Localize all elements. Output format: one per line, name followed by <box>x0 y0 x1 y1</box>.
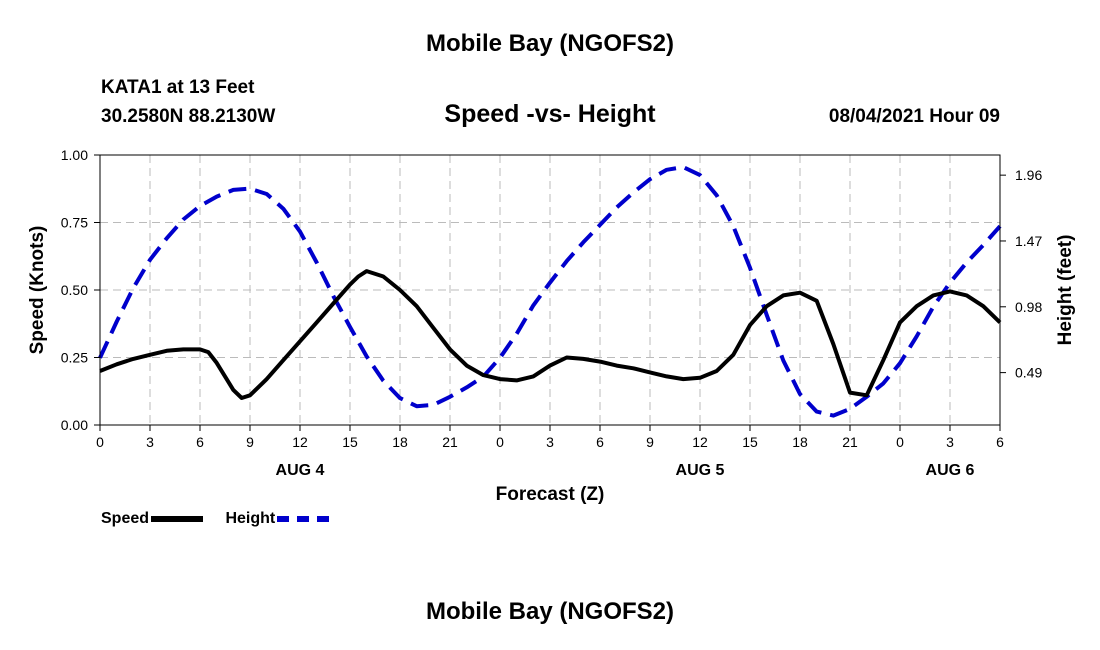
x-tick-label: 6 <box>196 434 204 450</box>
x-tick-label: 6 <box>996 434 1004 450</box>
x-tick-label: 15 <box>342 434 358 450</box>
x-tick-label: 3 <box>946 434 954 450</box>
day-label: AUG 6 <box>926 462 975 479</box>
series-lines <box>98 165 1002 418</box>
day-label: AUG 4 <box>276 462 325 479</box>
grid-lines <box>100 155 1000 425</box>
x-tick-label: 18 <box>392 434 408 450</box>
legend-height-swatch <box>277 516 330 522</box>
x-tick-label: 12 <box>292 434 308 450</box>
footer-title: Mobile Bay (NGOFS2) <box>425 598 675 625</box>
axes: 0 3 6 9 12 15 18 21 0 3 6 9 12 15 18 21 0 3 6 0.00 0.25 0.50 0… <box>61 147 1043 479</box>
x-tick-label: 21 <box>442 434 458 450</box>
y2-tick-label: 1.47 <box>1015 233 1042 249</box>
x-tick-label: 0 <box>96 434 104 450</box>
y2-axis-label: Height (feet) <box>1055 235 1076 346</box>
y2-tick-label: 0.49 <box>1015 365 1042 381</box>
x-tick-label: 0 <box>896 434 904 450</box>
x-tick-label: 18 <box>792 434 808 450</box>
series-line-height <box>98 165 1002 418</box>
day-label: AUG 5 <box>676 462 725 479</box>
chart-subtitle: Speed -vs- Height <box>444 100 656 128</box>
y-tick-label: 1.00 <box>61 147 88 163</box>
legend-speed-swatch <box>151 516 204 522</box>
x-tick-label: 12 <box>692 434 708 450</box>
y-tick-label: 0.00 <box>61 417 88 433</box>
x-tick-label: 6 <box>596 434 604 450</box>
y-axis-label: Speed (Knots) <box>27 226 48 355</box>
x-tick-label: 15 <box>742 434 758 450</box>
x-tick-label: 9 <box>646 434 654 450</box>
x-tick-label: 3 <box>546 434 554 450</box>
station-coordinates: 30.2580N 88.2130W <box>101 106 276 127</box>
x-axis-label: Forecast (Z) <box>496 484 605 505</box>
y-tick-label: 0.75 <box>61 215 88 231</box>
y-tick-label: 0.25 <box>61 350 88 366</box>
legend: Speed Height <box>101 510 330 528</box>
legend-height-label: Height <box>225 510 276 527</box>
legend-speed-label: Speed <box>101 510 150 527</box>
x-tick-label: 3 <box>146 434 154 450</box>
x-tick-label: 9 <box>246 434 254 450</box>
x-tick-label: 0 <box>496 434 504 450</box>
x-tick-label: 21 <box>842 434 858 450</box>
forecast-datetime: 08/04/2021 Hour 09 <box>828 106 1000 127</box>
chart-title: Mobile Bay (NGOFS2) <box>425 30 675 57</box>
y2-tick-label: 0.98 <box>1015 299 1042 315</box>
station-label: KATA1 at 13 Feet <box>101 77 255 98</box>
y-tick-label: 0.50 <box>61 282 88 298</box>
series-line-speed <box>99 269 1002 400</box>
y2-tick-label: 1.96 <box>1015 167 1042 183</box>
